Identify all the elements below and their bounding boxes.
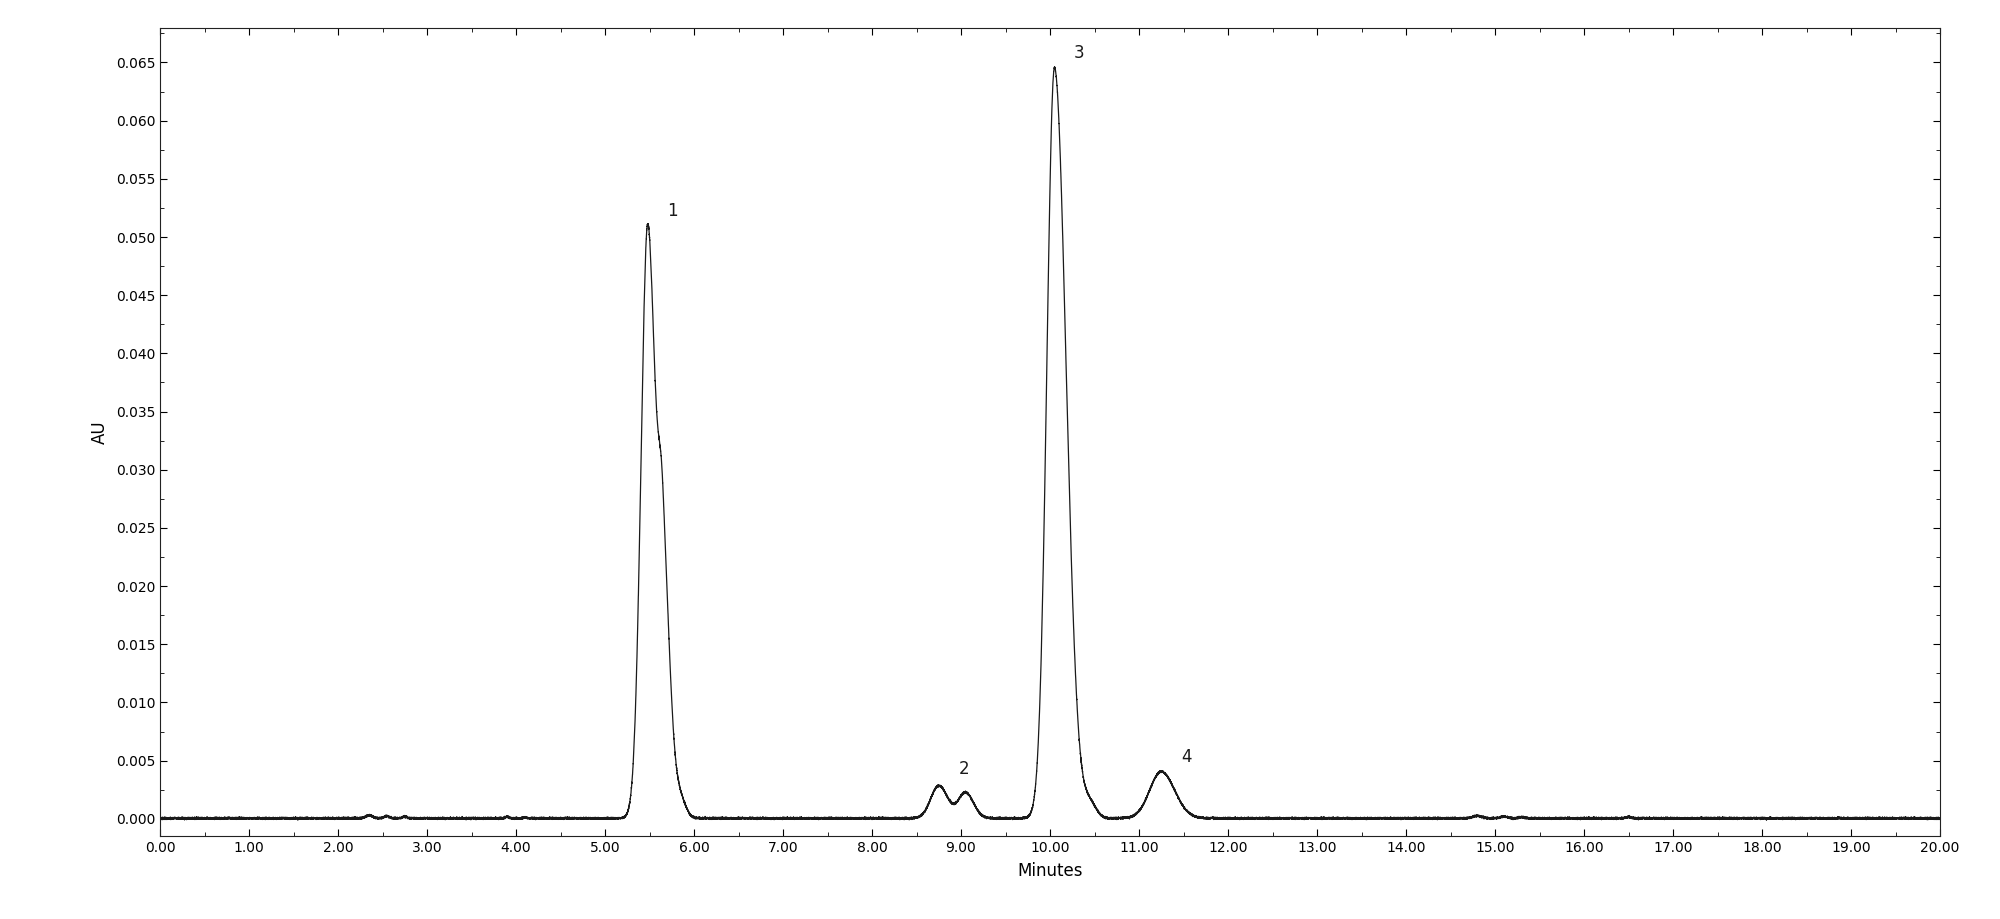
- X-axis label: Minutes: Minutes: [1018, 862, 1082, 880]
- Text: 3: 3: [1074, 44, 1084, 62]
- Text: 4: 4: [1180, 748, 1192, 766]
- Text: 1: 1: [668, 201, 678, 220]
- Y-axis label: AU: AU: [90, 420, 108, 444]
- Text: 2: 2: [958, 760, 968, 778]
